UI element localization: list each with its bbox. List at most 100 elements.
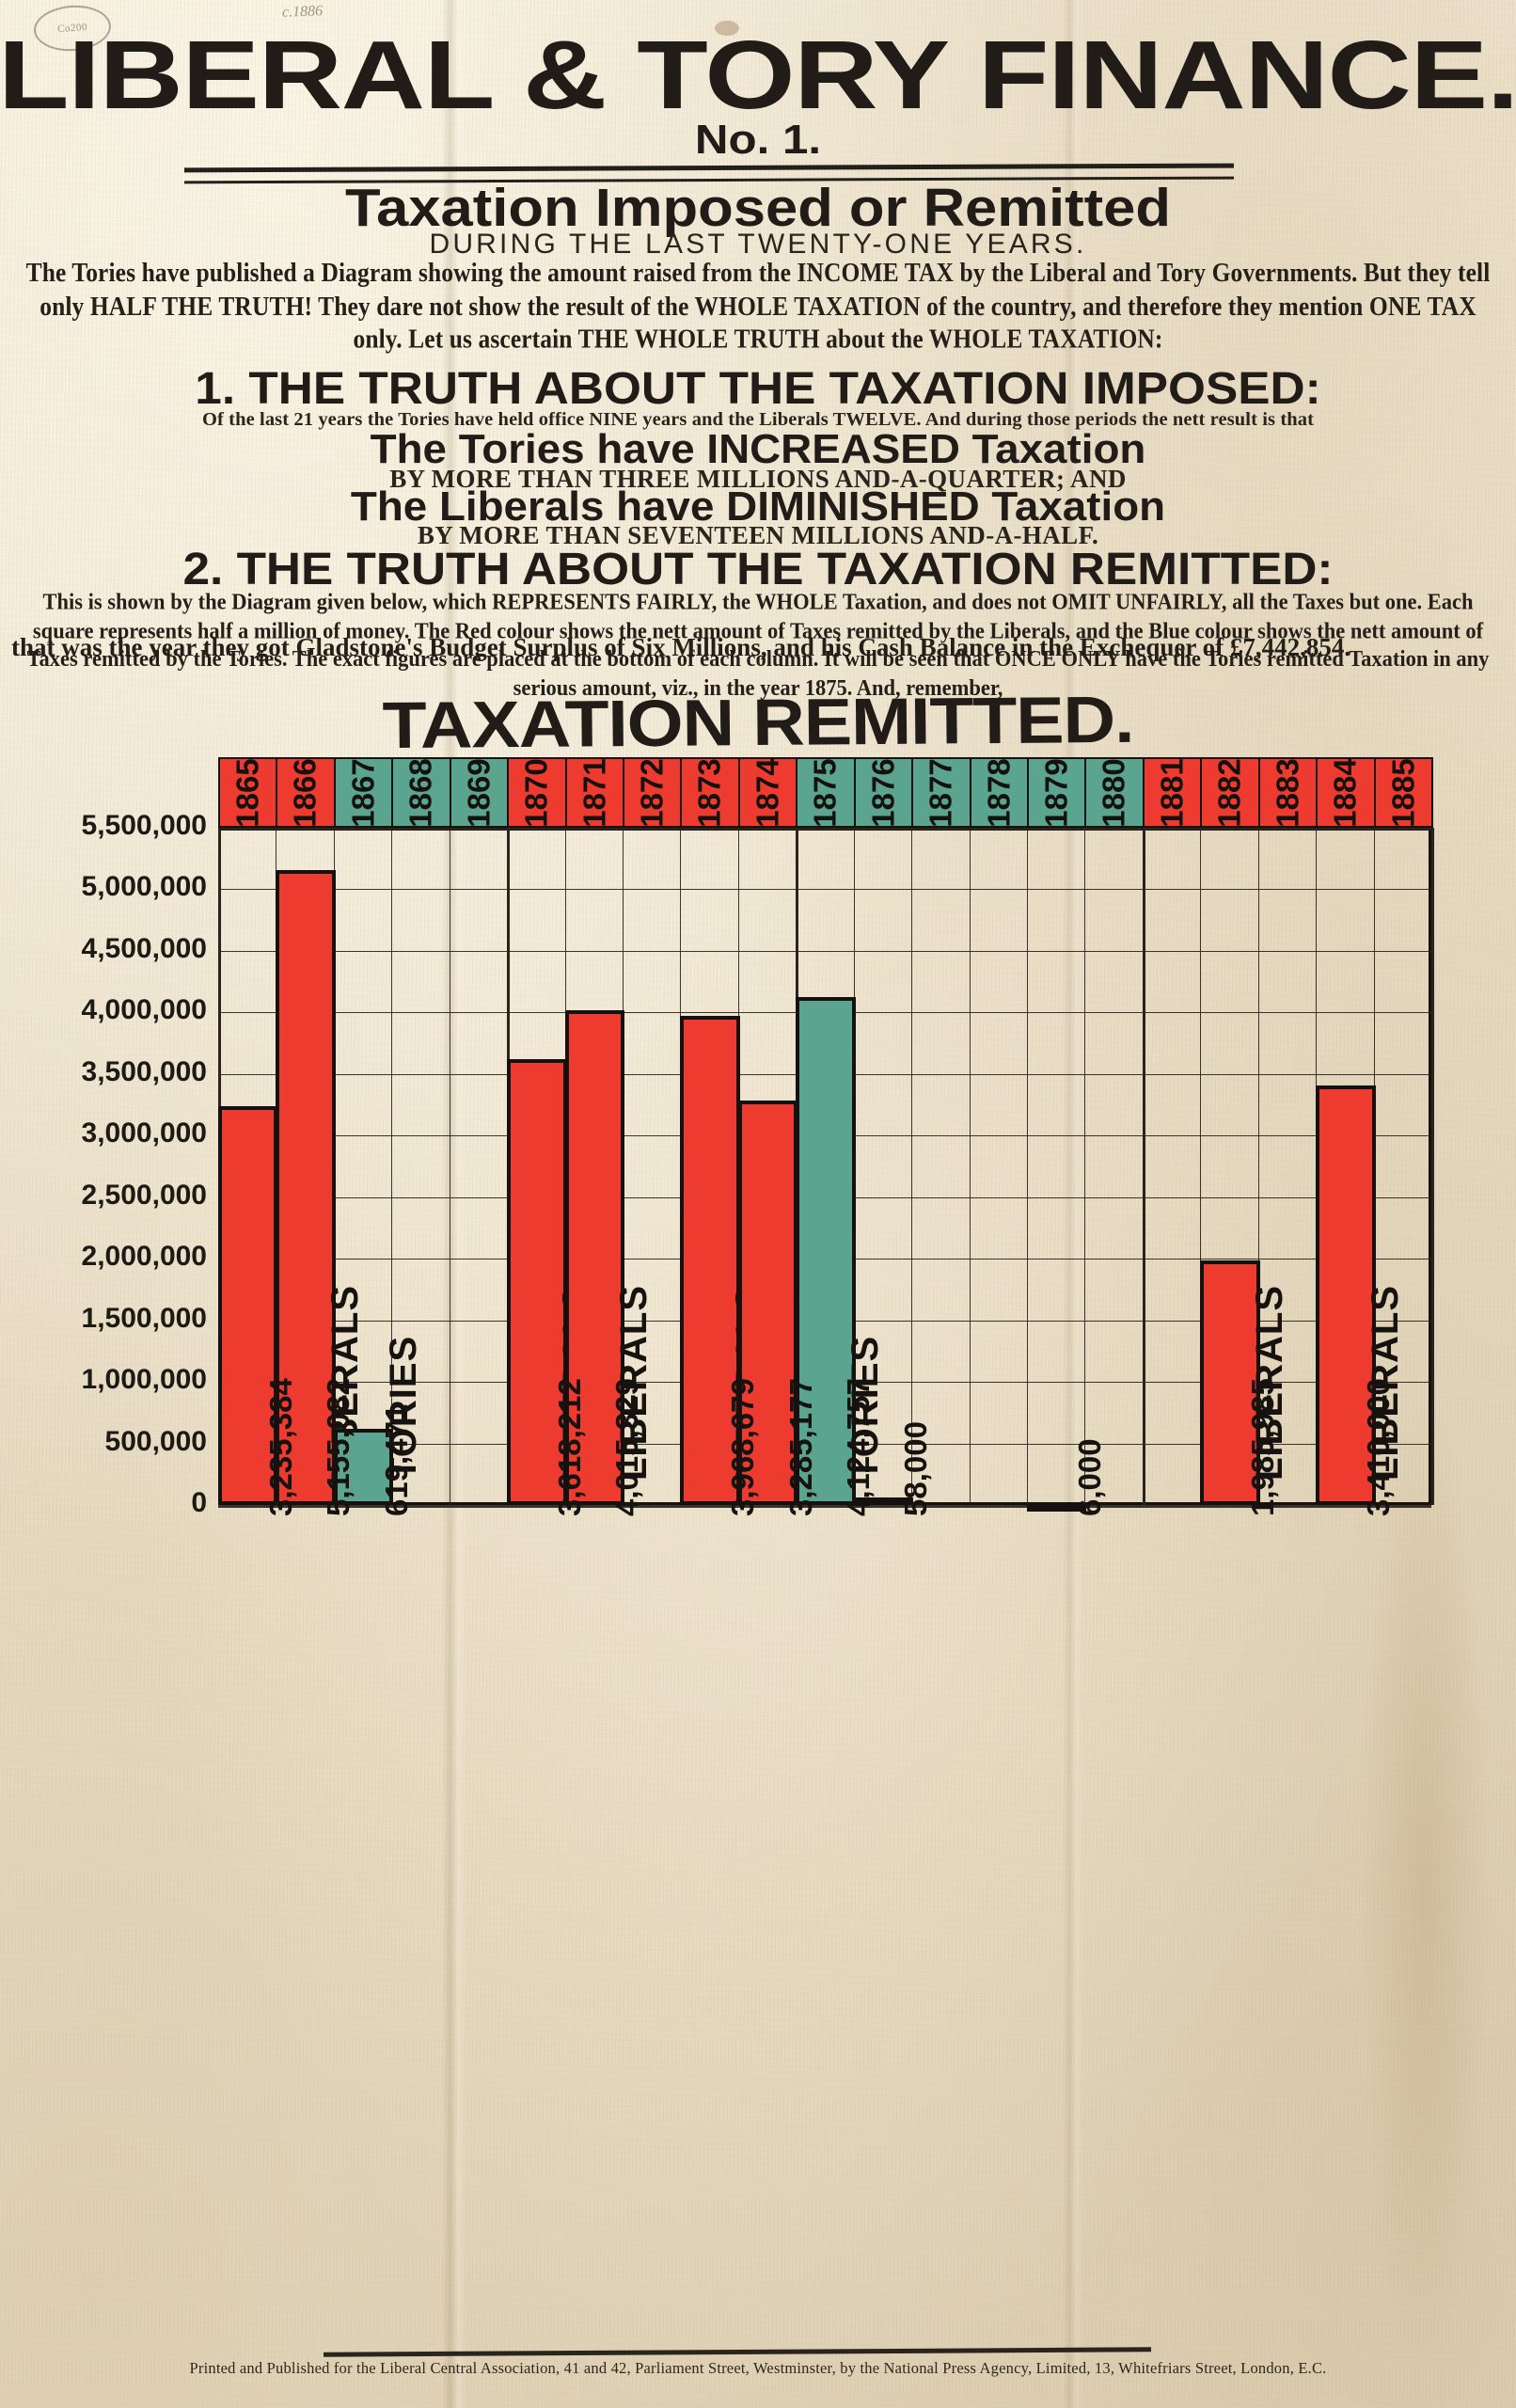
bar-1882[interactable] [1200,1260,1260,1505]
year-header-cell[interactable]: 1876 [853,757,914,828]
year-label: 1870 [518,757,554,828]
bar-1879[interactable] [1027,1504,1087,1513]
y-axis-tick-label: 5,000,000 [81,871,207,903]
liberal-decrease-claim: The Liberals have DIMINISHED Taxation [350,483,1166,530]
column-figure: 3,235,384 [262,1378,298,1516]
year-label: 1868 [403,757,438,828]
bar-1866[interactable] [276,870,336,1505]
year-label: 1883 [1270,757,1305,828]
year-label: 1874 [750,757,785,828]
gridline-vertical [391,828,393,1505]
year-header-cell[interactable]: 1867 [333,757,394,828]
year-header-cell[interactable]: 1877 [911,757,971,828]
gridline-horizontal [218,1505,1431,1508]
bar-1865[interactable] [218,1106,278,1505]
year-header-cell[interactable]: 1866 [276,757,336,828]
column-figure: 3,968,679 [725,1378,761,1516]
year-header-cell[interactable]: 1882 [1200,757,1260,828]
year-label: 1885 [1385,757,1421,828]
column-figure: 6,000 [1071,1438,1107,1516]
gridline-vertical [1142,828,1145,1505]
year-label: 1877 [923,757,958,828]
poster-title: LIBERAL & TORY FINANCE. [0,21,1516,129]
poster-period: DURING THE LAST TWENTY-ONE YEARS. [429,229,1087,260]
y-axis-tick-label: 4,500,000 [81,932,207,964]
year-label: 1872 [634,757,670,828]
gridline-horizontal [218,889,1431,891]
poster-subtitle: Taxation Imposed or Remitted [345,178,1171,238]
year-header-cell[interactable]: 1874 [737,757,798,828]
year-header-cell[interactable]: 1869 [449,757,510,828]
year-header-cell[interactable]: 1879 [1027,757,1087,828]
tory-increase-amount: BY MORE THAN THREE MILLIONS AND-A-QUARTE… [389,465,1127,493]
year-header-cell[interactable]: 1875 [796,757,856,828]
year-label: 1866 [288,757,324,828]
gridline-horizontal [218,950,1431,952]
bar-1871[interactable] [564,1010,624,1505]
year-header-cell[interactable]: 1865 [218,757,278,828]
year-label: 1884 [1327,757,1363,828]
year-header-cell[interactable]: 1870 [507,757,567,828]
y-axis-tick-label: 1,000,000 [81,1364,207,1396]
column-figure: 3,410,000 [1360,1378,1396,1516]
year-label: 1869 [461,757,497,828]
gridline-vertical [1431,828,1434,1505]
bar-1875[interactable] [796,997,856,1505]
year-header-cell[interactable]: 1878 [969,757,1029,828]
bar-1884[interactable] [1316,1085,1376,1505]
year-header-cell[interactable]: 1881 [1142,757,1203,828]
bar-1870[interactable] [507,1059,567,1505]
y-axis-tick-label: 1,500,000 [81,1302,207,1334]
gladstone-note: that was the year they got Gladstone's B… [11,633,1351,661]
column-figure: 5,155,082 [321,1378,356,1516]
gridline-vertical [911,828,913,1505]
tory-increase-claim: The Tories have INCREASED Taxation [370,426,1146,472]
gridline-horizontal [218,828,1431,831]
column-figure: 58,000 [898,1421,934,1516]
gridline-vertical [1027,828,1028,1505]
bar-1874[interactable] [737,1100,798,1505]
year-header-cell[interactable]: 1868 [391,757,451,828]
year-label: 1880 [1097,757,1132,828]
bar-1867[interactable] [333,1428,394,1505]
column-figure: 1,985,985 [1245,1378,1280,1516]
year-header-cell[interactable]: 1883 [1257,757,1319,828]
year-label: 1875 [807,757,843,828]
year-label: 1882 [1211,757,1247,828]
year-header-cell[interactable]: 1871 [564,757,624,828]
gridline-vertical [1257,828,1259,1505]
year-header-cell[interactable]: 1873 [680,757,740,828]
gridline-vertical [1200,828,1202,1505]
year-label: 1876 [865,757,901,828]
bar-1876[interactable] [853,1497,914,1506]
y-axis-tick-label: 0 [191,1487,207,1518]
year-label: 1865 [229,757,265,828]
year-header-cell[interactable]: 1884 [1316,757,1376,828]
year-label: 1867 [345,757,381,828]
year-label: 1878 [981,757,1017,828]
y-axis-tick-label: 500,000 [104,1425,207,1457]
taxation-remitted-chart: 5,500,000 5,000,000 4,500,000 4,000,000 3,50… [0,752,1516,2352]
year-label: 1881 [1154,757,1190,828]
printer-imprint: Printed and Published for the Liberal Ce… [189,2359,1327,2377]
y-axis-tick-label: 3,000,000 [81,1117,207,1149]
column-figure: 3,285,177 [782,1378,818,1516]
year-header-cell[interactable]: 1885 [1373,757,1433,828]
section-one-office-line: Of the last 21 years the Tories have hel… [201,409,1315,430]
y-axis-tick-label: 3,500,000 [81,1055,207,1087]
gridline-vertical [969,828,971,1505]
year-label: 1873 [692,757,728,828]
year-header-cell[interactable]: 1872 [623,757,683,828]
bar-1873[interactable] [680,1016,740,1505]
section-two-heading: 2. THE TRUTH ABOUT THE TAXATION REMITTED… [182,545,1334,594]
y-axis-tick-label: 2,500,000 [81,1179,207,1211]
y-axis-tick-label: 4,000,000 [81,994,207,1026]
diagram-explanation: This is shown by the Diagram given below… [26,588,1490,701]
liberal-decrease-amount: BY MORE THAN SEVENTEEN MILLIONS AND-A-HA… [417,521,1099,549]
year-header-cell[interactable]: 1880 [1084,757,1145,828]
y-axis-tick-label: 5,500,000 [81,810,207,841]
section-one-heading: 1. THE TRUTH ABOUT THE TAXATION IMPOSED: [195,364,1321,414]
y-axis-tick-label: 2,000,000 [81,1241,207,1273]
poster-number: No. 1. [694,117,822,163]
